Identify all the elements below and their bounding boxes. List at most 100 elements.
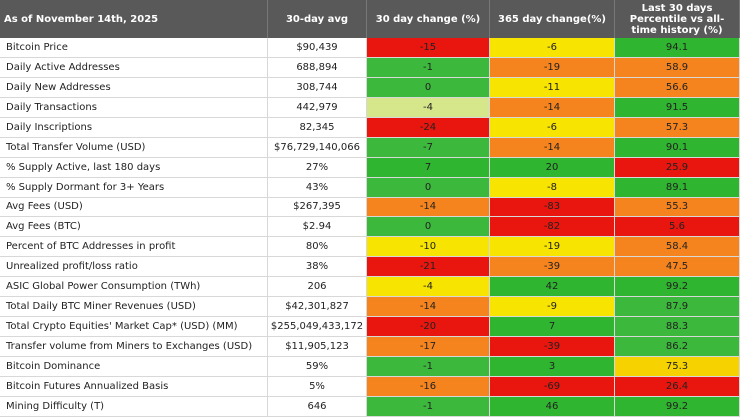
table-cell: 5.6: [615, 217, 740, 238]
metric-name: Transfer volume from Miners to Exchanges…: [0, 337, 268, 357]
table-cell: 99.2: [615, 277, 740, 298]
table-cell: 42: [490, 277, 615, 298]
table-cell: -7: [367, 137, 490, 158]
table-cell: -1: [367, 396, 490, 417]
table-cell: -10: [367, 237, 490, 258]
table-cell: 7: [490, 317, 615, 338]
metric-name: Avg Fees (BTC): [0, 217, 268, 238]
metric-name: Total Daily BTC Miner Revenues (USD): [0, 297, 268, 318]
table-cell: -19: [490, 57, 615, 78]
table-cell: 56.6: [615, 77, 740, 98]
table-cell: 87.9: [615, 297, 740, 318]
table-cell: -8: [490, 177, 615, 198]
table-cell: 0: [367, 217, 490, 238]
table-cell: 0: [367, 177, 490, 198]
table-cell: -1: [367, 357, 490, 377]
table-cell: -6: [490, 38, 615, 58]
metric-name: Total Transfer Volume (USD): [0, 137, 268, 158]
metric-name: Bitcoin Futures Annualized Basis: [0, 376, 268, 397]
table-cell: -19: [490, 237, 615, 258]
header-cell: As of November 14th, 2025: [0, 0, 268, 38]
table-cell: 89.1: [615, 177, 740, 198]
table-cell: -24: [367, 117, 490, 138]
metric-name: Unrealized profit/loss ratio: [0, 257, 268, 278]
table-cell: $76,729,140,066: [268, 137, 367, 158]
table-cell: 99.2: [615, 396, 740, 417]
metric-name: % Supply Active, last 180 days: [0, 157, 268, 178]
metric-name: Mining Difficulty (T): [0, 396, 268, 417]
metric-name: Daily Transactions: [0, 97, 268, 118]
table-cell: 688,894: [268, 57, 367, 78]
table-cell: -14: [367, 297, 490, 318]
table-cell: 20: [490, 157, 615, 178]
metric-name: Avg Fees (USD): [0, 197, 268, 218]
table-cell: 646: [268, 396, 367, 417]
table-cell: -16: [367, 376, 490, 397]
table-cell: 58.9: [615, 57, 740, 78]
header-cell: 365 day change(%): [490, 0, 615, 38]
table-cell: 206: [268, 277, 367, 298]
table-cell: -39: [490, 337, 615, 357]
table-cell: 91.5: [615, 97, 740, 118]
table-cell: 57.3: [615, 117, 740, 138]
metric-name: % Supply Dormant for 3+ Years: [0, 177, 268, 198]
table-cell: 88.3: [615, 317, 740, 338]
table-cell: 26.4: [615, 376, 740, 397]
table-cell: -69: [490, 376, 615, 397]
metric-name: Daily New Addresses: [0, 77, 268, 98]
table-cell: 59%: [268, 357, 367, 377]
table-cell: -1: [367, 57, 490, 78]
table-cell: -21: [367, 257, 490, 278]
metric-name: Total Crypto Equities' Market Cap* (USD)…: [0, 317, 268, 338]
metric-name: Daily Active Addresses: [0, 57, 268, 78]
table-cell: 90.1: [615, 137, 740, 158]
table-cell: 0: [367, 77, 490, 98]
table-cell: 308,744: [268, 77, 367, 98]
table-cell: 27%: [268, 157, 367, 178]
table-cell: $255,049,433,172: [268, 317, 367, 338]
metric-name: ASIC Global Power Consumption (TWh): [0, 277, 268, 298]
table-cell: 43%: [268, 177, 367, 198]
table-cell: -4: [367, 97, 490, 118]
table-cell: -14: [490, 137, 615, 158]
table-cell: $42,301,827: [268, 297, 367, 318]
table-cell: 47.5: [615, 257, 740, 278]
table-cell: -11: [490, 77, 615, 98]
table-cell: -82: [490, 217, 615, 238]
table-cell: -4: [367, 277, 490, 298]
table-cell: -14: [367, 197, 490, 218]
table-cell: $267,395: [268, 197, 367, 218]
table-cell: 442,979: [268, 97, 367, 118]
table-cell: 46: [490, 396, 615, 417]
table-cell: 82,345: [268, 117, 367, 138]
table-cell: 75.3: [615, 357, 740, 377]
header-cell: 30-day avg: [268, 0, 367, 38]
table-cell: 25.9: [615, 157, 740, 178]
table-cell: 5%: [268, 376, 367, 397]
table-cell: $90,439: [268, 38, 367, 58]
table-cell: 94.1: [615, 38, 740, 58]
header-cell: 30 day change (%): [367, 0, 490, 38]
table-cell: 58.4: [615, 237, 740, 258]
table-cell: $11,905,123: [268, 337, 367, 357]
table-cell: 55.3: [615, 197, 740, 218]
table-cell: -20: [367, 317, 490, 338]
metric-name: Bitcoin Price: [0, 38, 268, 58]
table-cell: $2.94: [268, 217, 367, 238]
table-cell: -39: [490, 257, 615, 278]
table-cell: -17: [367, 337, 490, 357]
table-cell: -14: [490, 97, 615, 118]
metric-name: Daily Inscriptions: [0, 117, 268, 138]
table-cell: -6: [490, 117, 615, 138]
table-cell: 38%: [268, 257, 367, 278]
table-cell: 86.2: [615, 337, 740, 357]
table-cell: 80%: [268, 237, 367, 258]
metric-name: Bitcoin Dominance: [0, 357, 268, 377]
table-cell: -15: [367, 38, 490, 58]
table-cell: -83: [490, 197, 615, 218]
header-cell: Last 30 days Percentile vs all-time hist…: [615, 0, 740, 38]
table-cell: 7: [367, 157, 490, 178]
metric-name: Percent of BTC Addresses in profit: [0, 237, 268, 258]
